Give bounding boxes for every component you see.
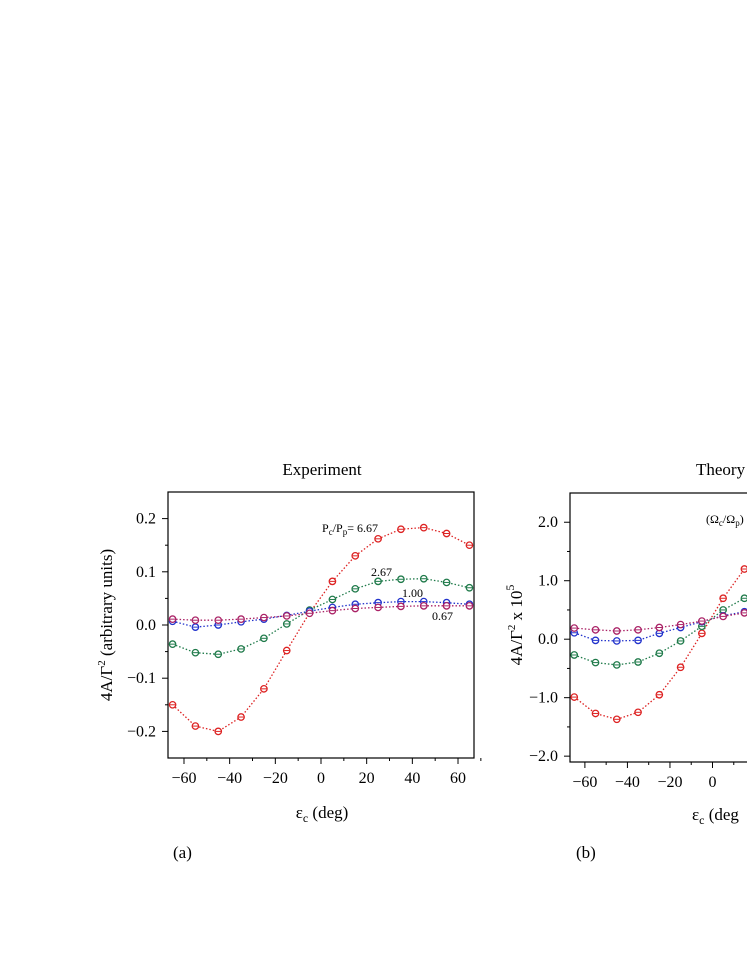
panel-b-xtick-label: −60 [572,774,597,791]
panel-a-ytick-label: −0.2 [127,723,156,740]
series-line-a-6-67 [172,526,470,733]
panel-b: Theory −60 −40 −20 0 −2.0 −1.0 0.0 1.0 2.0 εc (d… [503,460,747,862]
panel-b-ylabel: 4A/Γ2 x 105 [503,585,526,666]
panel-b-ytick-label: 0.0 [538,631,558,648]
panel-a-ytick-label: 0.0 [136,617,156,634]
panel-a-title: Experiment [282,460,362,479]
panel-b-ticks: −60 −40 −20 0 −2.0 −1.0 0.0 1.0 2.0 [529,514,735,791]
panel-a-ytick-label: 0.1 [136,564,156,581]
panel-b-ytick-label: −1.0 [529,690,558,707]
panel-b-xlabel: εc (deg [692,805,739,827]
panel-a-xtick-label: 0 [317,770,325,787]
panel-b-title: Theory [696,460,746,479]
panel-b-label: (b) [576,843,596,862]
panel-b-series [570,565,747,724]
panel-b-xtick-label: −20 [657,774,682,791]
panel-a-xlabel: εc (deg) [296,803,349,825]
annotation-omega-ratio: (Ωc/Ωp) [706,512,744,528]
panel-a-label: (a) [173,843,192,862]
series-line-a-2-67 [172,578,470,655]
panel-a-xtick-label: −20 [263,770,288,787]
panel-b-ytick-label: 2.0 [538,514,558,531]
panel-a-ytick-label: −0.1 [127,670,156,687]
panel-a-xtick-label: −40 [217,770,242,787]
panel-a-ytick-label: 0.2 [136,511,156,528]
annotation-2-67: 2.67 [371,565,392,579]
panel-a-xtick-label: 20 [359,770,375,787]
annotation-1-00: 1.00 [402,586,423,600]
panel-a-ylabel: 4A/Γ2 (arbitrary units) [96,549,116,701]
panel-a-xtick-label: 40 [404,770,420,787]
panel-a-series [168,523,474,736]
panel-b-ytick-label: 1.0 [538,573,558,590]
panel-a-xtick-label: 60 [450,770,466,787]
annotation-pc-pp-6-67: Pc/Pp= 6.67 [322,521,378,537]
panel-a-ticks: −60 −40 −20 0 20 40 60 −0.2 −0.1 0.0 0.1 0.2 [127,511,482,787]
panel-b-xtick-label: −40 [615,774,640,791]
panel-b-xtick-label: 0 [709,774,717,791]
panel-a: Experiment −60 −40 −20 0 20 40 60 −0.2 −0.1 0.0 0.… [96,460,482,862]
panel-b-ytick-label: −2.0 [529,748,558,765]
annotation-0-67: 0.67 [432,609,453,623]
panel-a-xtick-label: −60 [171,770,196,787]
